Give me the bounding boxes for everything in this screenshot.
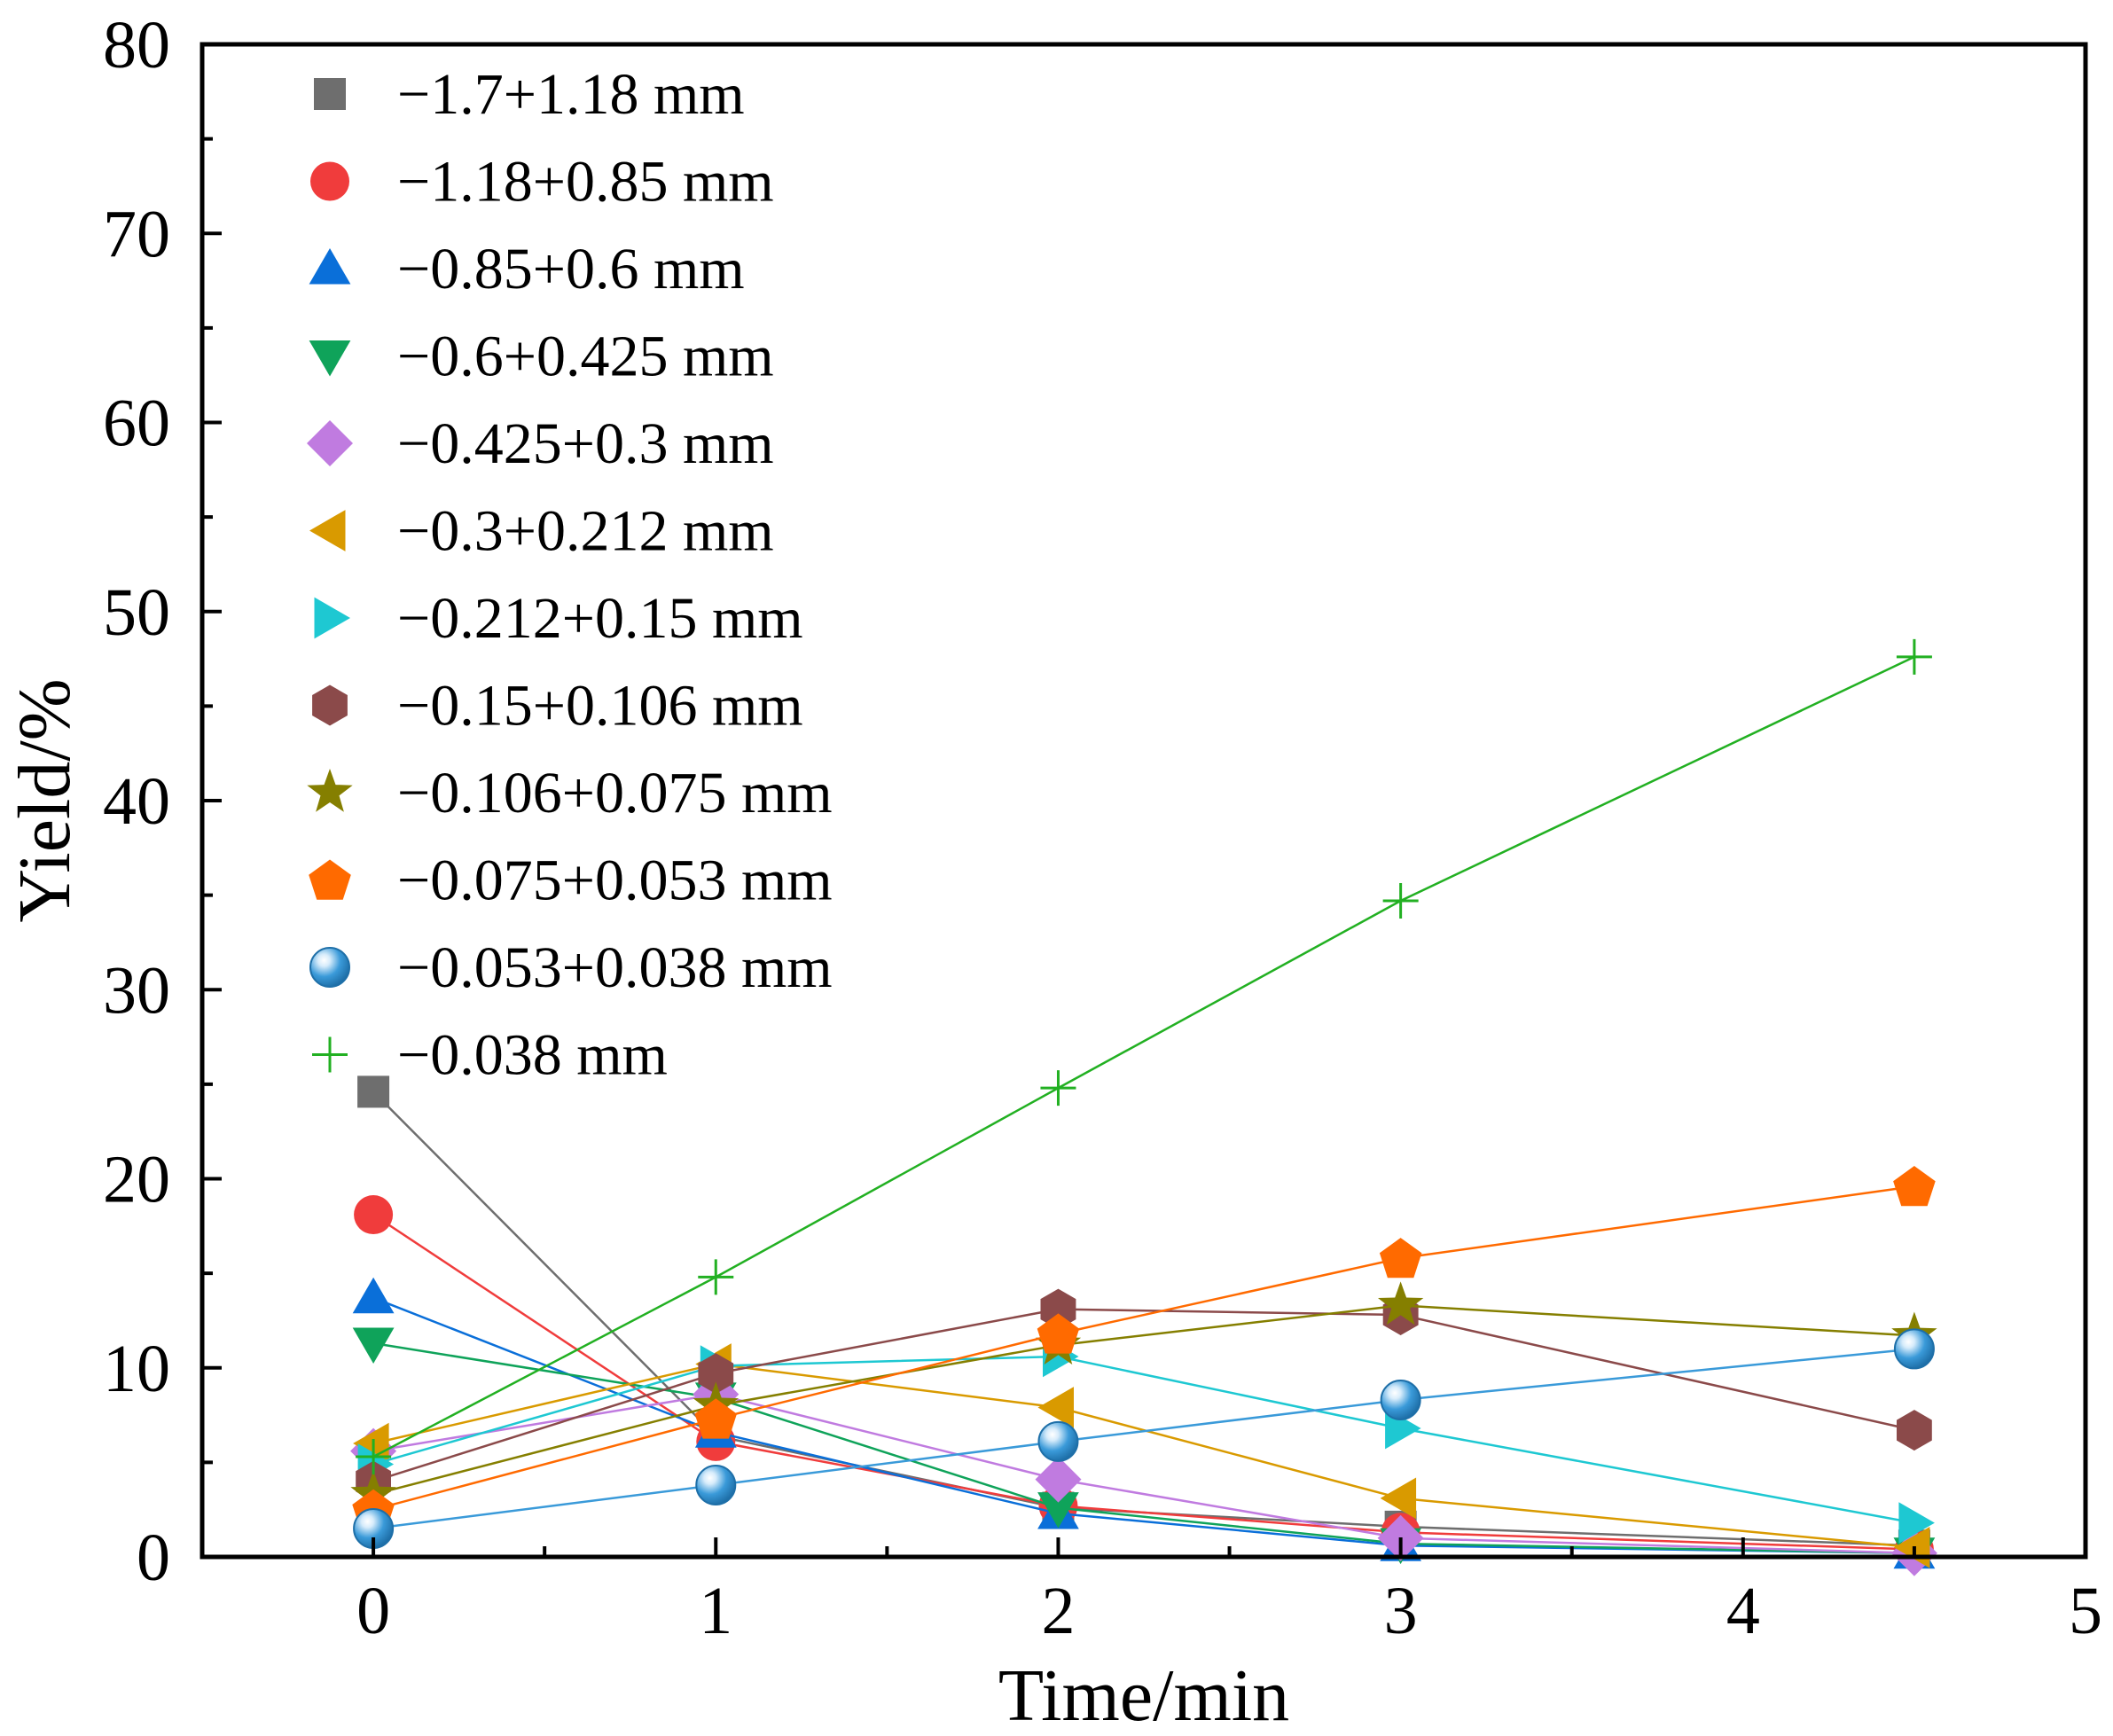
- series-line: [372, 1348, 1915, 1530]
- legend-label: −0.212+0.15 mm: [397, 586, 803, 651]
- legend-item: −0.075+0.053 mm: [309, 848, 833, 913]
- legend-marker: [312, 684, 348, 726]
- series-m0-038-mm: [356, 638, 1932, 1474]
- data-point: [352, 1327, 395, 1364]
- legend-label: −0.106+0.075 mm: [397, 761, 833, 825]
- legend-item: −1.18+0.85 mm: [310, 150, 774, 215]
- data-point: [1380, 1477, 1417, 1520]
- x-tick-label: 3: [1384, 1574, 1418, 1648]
- data-point: [1893, 1328, 1935, 1370]
- data-point: [1040, 1070, 1076, 1107]
- legend-label: −0.075+0.053 mm: [397, 848, 833, 913]
- legend-marker: [307, 420, 353, 466]
- series-line: [372, 1304, 1914, 1496]
- legend-item: −0.6+0.425 mm: [309, 325, 774, 389]
- legend-label: −0.425+0.3 mm: [397, 411, 774, 476]
- data-point: [1380, 1380, 1421, 1421]
- legend-marker: [314, 78, 346, 110]
- legend-item: −0.85+0.6 mm: [309, 237, 745, 301]
- data-point: [1897, 1410, 1932, 1451]
- legend-marker: [309, 947, 350, 988]
- data-point: [1037, 1420, 1079, 1462]
- data-point: [1037, 1387, 1074, 1428]
- data-point: [1035, 1456, 1082, 1503]
- data-point: [356, 1438, 392, 1474]
- x-tick-label: 5: [2069, 1574, 2102, 1648]
- data-point: [1037, 1313, 1080, 1354]
- data-point: [352, 1277, 395, 1314]
- y-tick-label: 20: [103, 1143, 170, 1217]
- data-point: [698, 1353, 734, 1395]
- legend-marker: [309, 248, 351, 285]
- series-m0-106-0-075-mm: [350, 1281, 1937, 1514]
- data-point: [1040, 1288, 1076, 1330]
- series-line: [372, 1185, 1915, 1511]
- legend-marker: [309, 859, 351, 900]
- legend-item: −0.106+0.075 mm: [307, 761, 833, 825]
- y-tick-label: 60: [103, 387, 170, 461]
- legend-marker: [310, 161, 349, 201]
- series-line: [372, 1363, 1915, 1549]
- legend-label: −0.15+0.106 mm: [397, 674, 803, 739]
- x-tick-label: 4: [1726, 1574, 1760, 1648]
- y-tick-label: 10: [103, 1332, 170, 1406]
- y-tick-label: 70: [103, 197, 170, 271]
- legend-item: −0.3+0.212 mm: [309, 499, 774, 564]
- x-tick-label: 0: [356, 1574, 390, 1648]
- data-point: [1037, 1492, 1079, 1529]
- legend-item: −0.053+0.038 mm: [309, 935, 833, 1000]
- legend-label: −1.7+1.18 mm: [397, 62, 745, 127]
- legend-label: −1.18+0.85 mm: [397, 150, 774, 215]
- data-point: [357, 1075, 390, 1108]
- series-m1-7-1-18-mm: [357, 1075, 1930, 1562]
- data-point: [698, 1259, 734, 1295]
- legend-label: −0.85+0.6 mm: [397, 237, 745, 301]
- data-point: [694, 1398, 737, 1439]
- legend-label: −0.053+0.038 mm: [397, 935, 833, 1000]
- legend-marker: [307, 769, 353, 812]
- legend-item: −0.425+0.3 mm: [307, 411, 774, 476]
- legend-label: −0.6+0.425 mm: [397, 325, 774, 389]
- series-line: [372, 1393, 1914, 1554]
- legend-label: −0.3+0.212 mm: [397, 499, 774, 564]
- legend-item: −0.038 mm: [312, 1023, 668, 1088]
- legend-item: −0.212+0.15 mm: [314, 586, 803, 651]
- series-line: [372, 1091, 1914, 1547]
- series-m0-075-0-053-mm: [352, 1166, 1936, 1529]
- series-m0-85-0-6-mm: [352, 1277, 1936, 1569]
- series-m0-053-0-038-mm: [353, 1328, 1935, 1550]
- data-point: [695, 1464, 737, 1505]
- y-tick-label: 80: [103, 8, 170, 82]
- legend-marker: [309, 340, 351, 377]
- y-tick-label: 30: [103, 953, 170, 1028]
- y-tick-label: 50: [103, 575, 170, 650]
- x-tick-label: 2: [1041, 1574, 1075, 1648]
- legend-item: −0.15+0.106 mm: [312, 674, 803, 739]
- legend-marker: [314, 597, 350, 639]
- data-point: [1378, 1281, 1424, 1325]
- data-point: [1379, 1238, 1422, 1279]
- y-tick-label: 0: [137, 1521, 170, 1595]
- data-point: [1898, 1502, 1935, 1544]
- x-tick-label: 1: [699, 1574, 732, 1648]
- data-point: [1896, 638, 1932, 675]
- legend-item: −1.7+1.18 mm: [314, 62, 745, 127]
- data-point: [354, 1195, 394, 1235]
- x-axis-title: Time/min: [998, 1654, 1289, 1736]
- legend: −1.7+1.18 mm −1.18+0.85 mm −0.85+0.6 mm −0.…: [307, 62, 833, 1088]
- legend-marker: [309, 510, 346, 551]
- data-point: [1893, 1166, 1936, 1207]
- legend-label: −0.038 mm: [397, 1023, 668, 1088]
- y-axis-title: Yield/%: [4, 678, 86, 922]
- legend-marker: [312, 1036, 348, 1073]
- series-m0-15-0-106-mm: [356, 1288, 1932, 1502]
- series-line: [372, 1355, 1915, 1524]
- y-tick-label: 40: [103, 764, 170, 839]
- data-point: [1382, 883, 1419, 919]
